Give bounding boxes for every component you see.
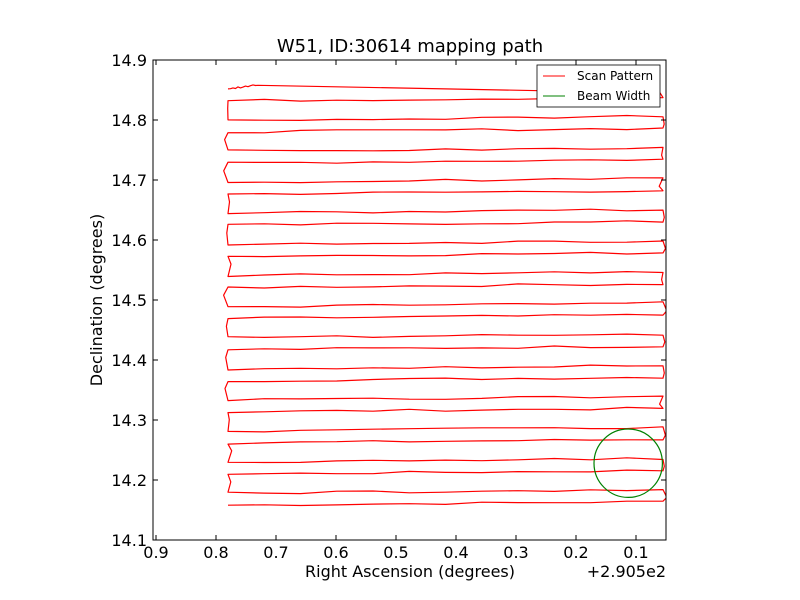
x-tick-label: 0.4 — [443, 543, 468, 562]
legend: Scan Pattern Beam Width — [536, 64, 661, 108]
x-tick-label: 0.3 — [503, 543, 528, 562]
legend-label-beam-width: Beam Width — [577, 89, 650, 103]
scan-pattern-line — [223, 84, 666, 507]
beam-width-series — [593, 428, 664, 499]
legend-label-scan-pattern: Scan Pattern — [577, 69, 653, 83]
plot-area — [153, 60, 666, 540]
x-tick-label: 0.2 — [563, 543, 588, 562]
x-tick-label: 0.8 — [203, 543, 228, 562]
chart-title: W51, ID:30614 mapping path — [277, 36, 543, 57]
y-tick-label: 14.6 — [111, 231, 147, 250]
x-axis-label: Right Ascension (degrees) — [305, 562, 515, 581]
y-tick-label: 14.4 — [111, 351, 147, 370]
legend-box — [536, 64, 661, 108]
x-tick-label: 0.5 — [383, 543, 408, 562]
y-tick-label: 14.8 — [111, 111, 147, 130]
y-tick-label: 14.9 — [111, 51, 147, 70]
x-tick-label: 0.1 — [623, 543, 648, 562]
y-tick-label: 14.2 — [111, 471, 147, 490]
x-tick-label: 0.9 — [143, 543, 168, 562]
x-axis-offset-label: +2.905e2 — [587, 562, 666, 581]
scan-pattern-series — [223, 84, 666, 507]
y-tick-label: 14.5 — [111, 291, 147, 310]
x-tick-label: 0.6 — [323, 543, 348, 562]
y-tick-label: 14.3 — [111, 411, 147, 430]
y-tick-label: 14.7 — [111, 171, 147, 190]
x-axis-ticks: 0.9 0.8 0.7 0.6 0.5 0.4 0.3 0.2 0.1 — [143, 60, 649, 562]
y-axis-ticks: 14.1 14.2 14.3 14.4 14.5 14.6 14.7 14.8 14.9 — [111, 51, 666, 550]
beam-width-circle — [593, 428, 664, 499]
y-axis-label: Declination (degrees) — [87, 214, 106, 386]
y-tick-label: 14.1 — [111, 531, 147, 550]
x-tick-label: 0.7 — [263, 543, 288, 562]
